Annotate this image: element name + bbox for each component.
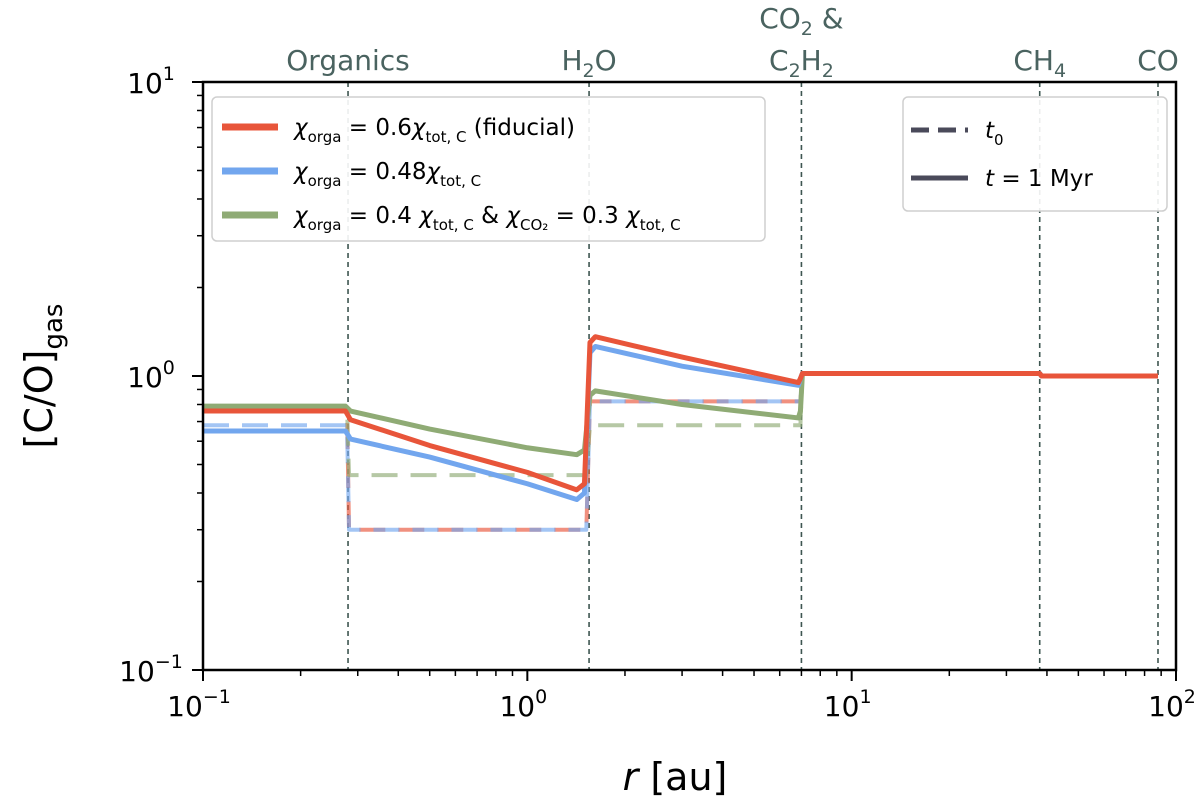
legend-style-label-solid: t = 1 Myr — [985, 166, 1093, 192]
legend-line-styles: t0 t = 1 Myr — [902, 96, 1168, 212]
series-fiducial_t1 — [203, 334, 1158, 493]
x-tick-label-2: 101 — [824, 686, 872, 723]
snow-label-0: Organics — [286, 44, 410, 77]
x-tick-label-3: 102 — [1148, 686, 1196, 723]
y-axis-ticks: 10−1 100 101 — [119, 63, 203, 688]
snow-label-4: CO — [1137, 44, 1179, 77]
y-axis-label: [C/O]gas — [17, 304, 69, 449]
legend-colors-box — [211, 96, 766, 242]
legend-model-colors: χorga = 0.6χtot, C (fiducial) χorga = 0.4… — [211, 96, 766, 242]
y-tick-label-2: 101 — [127, 63, 175, 100]
legend-style-label-dashed: t0 — [985, 118, 1004, 149]
snow-label-2: CO2 & — [759, 2, 843, 40]
legend-styles-box — [902, 96, 1168, 212]
x-axis-label: r [au] — [623, 755, 728, 799]
series-layer — [203, 334, 1158, 532]
y-tick-label-0: 10−1 — [119, 651, 183, 688]
x-tick-label-1: 100 — [499, 686, 547, 723]
snow-label-1: H2O — [561, 44, 616, 82]
snow-label-3: CH4 — [1013, 44, 1066, 82]
legend-label-chi048: χorga = 0.48χtot, C — [292, 159, 481, 190]
x-axis-ticks: 10−1 100 101 102 — [167, 670, 1196, 723]
y-tick-label-1: 100 — [127, 357, 175, 394]
x-tick-label-0: 10−1 — [167, 686, 231, 723]
legend-label-fiducial: χorga = 0.6χtot, C (fiducial) — [292, 115, 575, 146]
legend-label-chi04: χorga = 0.4 χtot, C & χCO₂ = 0.3 χtot, C — [292, 203, 681, 234]
snow-lines: Organics H2O CO2 & C2H2 CH4 CO — [286, 2, 1179, 670]
snow-label-2-line2: C2H2 — [769, 44, 834, 82]
series-chi048_t0 — [203, 371, 1158, 532]
